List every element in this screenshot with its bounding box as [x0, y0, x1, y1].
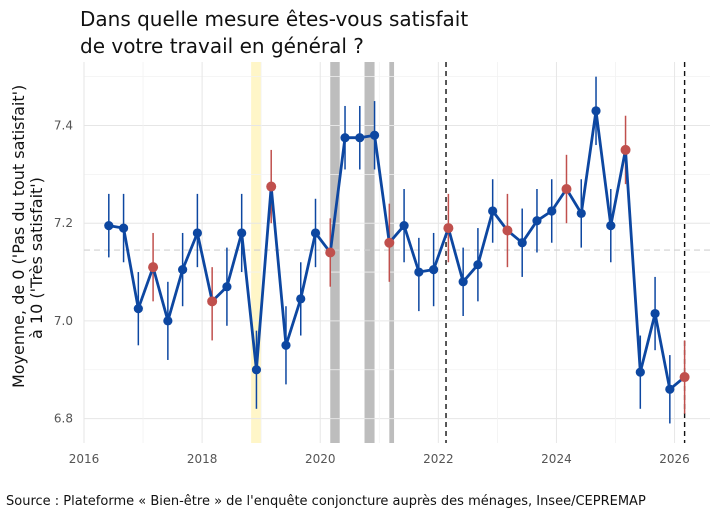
- data-point-35: [620, 144, 631, 155]
- data-point-6: [192, 228, 202, 238]
- y-tick-label-3: 7.4: [54, 119, 73, 133]
- data-point-27: [502, 225, 513, 236]
- data-point-23: [443, 223, 454, 234]
- data-point-12: [281, 340, 291, 350]
- data-point-24: [458, 277, 468, 287]
- data-point-14: [310, 228, 321, 238]
- data-point-20: [399, 221, 409, 231]
- data-point-5: [178, 264, 188, 275]
- data-point-9: [237, 228, 247, 238]
- data-point-2: [133, 304, 143, 314]
- data-point-32: [576, 208, 586, 219]
- data-point-31: [561, 184, 572, 194]
- data-point-22: [429, 264, 439, 275]
- data-point-15: [325, 247, 336, 258]
- data-point-16: [340, 133, 350, 143]
- data-point-25: [473, 260, 483, 270]
- data-point-7: [207, 296, 218, 307]
- data-point-37: [650, 308, 660, 319]
- y-axis-ticks: 6.8 7.0 7.2 7.4: [54, 119, 73, 426]
- data-point-21: [414, 267, 424, 277]
- y-tick-label-2: 7.2: [54, 216, 73, 230]
- x-tick-label-3: 2022: [423, 452, 454, 466]
- data-point-18: [369, 130, 380, 140]
- x-tick-label-5: 2026: [659, 452, 690, 466]
- data-point-39: [679, 372, 690, 383]
- data-point-8: [222, 282, 232, 292]
- data-point-10: [251, 365, 262, 375]
- data-points: [104, 106, 690, 394]
- data-point-19: [384, 237, 395, 248]
- x-tick-label-1: 2018: [187, 452, 218, 466]
- x-tick-label-4: 2024: [541, 452, 572, 466]
- x-tick-label-0: 2016: [69, 452, 100, 466]
- data-point-17: [355, 133, 365, 143]
- data-point-3: [148, 262, 159, 273]
- data-point-38: [665, 384, 675, 394]
- data-point-28: [517, 238, 527, 248]
- series-line: [108, 109, 686, 391]
- chart-title-line-1: Dans quelle mesure êtes-vous satisfait: [80, 7, 469, 31]
- data-point-30: [547, 206, 557, 216]
- data-point-26: [488, 206, 498, 216]
- data-point-33: [591, 106, 601, 116]
- data-point-11: [266, 181, 277, 192]
- gridlines: [83, 62, 710, 443]
- data-point-1: [118, 223, 129, 233]
- chart-title-line-2: de votre travail en général ?: [80, 34, 364, 58]
- data-point-36: [635, 367, 645, 377]
- data-point-0: [104, 221, 114, 231]
- shaded-band-grey-1: [364, 62, 375, 443]
- highlight-band-yellow: [251, 62, 262, 443]
- chart-title: Dans quelle mesure êtes-vous satisfait d…: [80, 6, 468, 60]
- shaded-band-grey-2: [389, 62, 395, 443]
- x-axis-ticks: 2016 2018 2020 2022 2024 2026: [69, 452, 690, 466]
- shaded-bands: [251, 62, 395, 443]
- y-tick-label-0: 6.8: [54, 412, 73, 426]
- x-tick-label-2: 2020: [305, 452, 336, 466]
- data-point-29: [532, 216, 542, 226]
- source-note: Source : Plateforme « Bien-être » de l'e…: [6, 494, 646, 509]
- data-point-4: [163, 316, 173, 326]
- data-point-13: [296, 294, 306, 304]
- data-point-34: [606, 221, 616, 231]
- series-path: [108, 109, 686, 391]
- y-tick-label-1: 7.0: [54, 314, 73, 328]
